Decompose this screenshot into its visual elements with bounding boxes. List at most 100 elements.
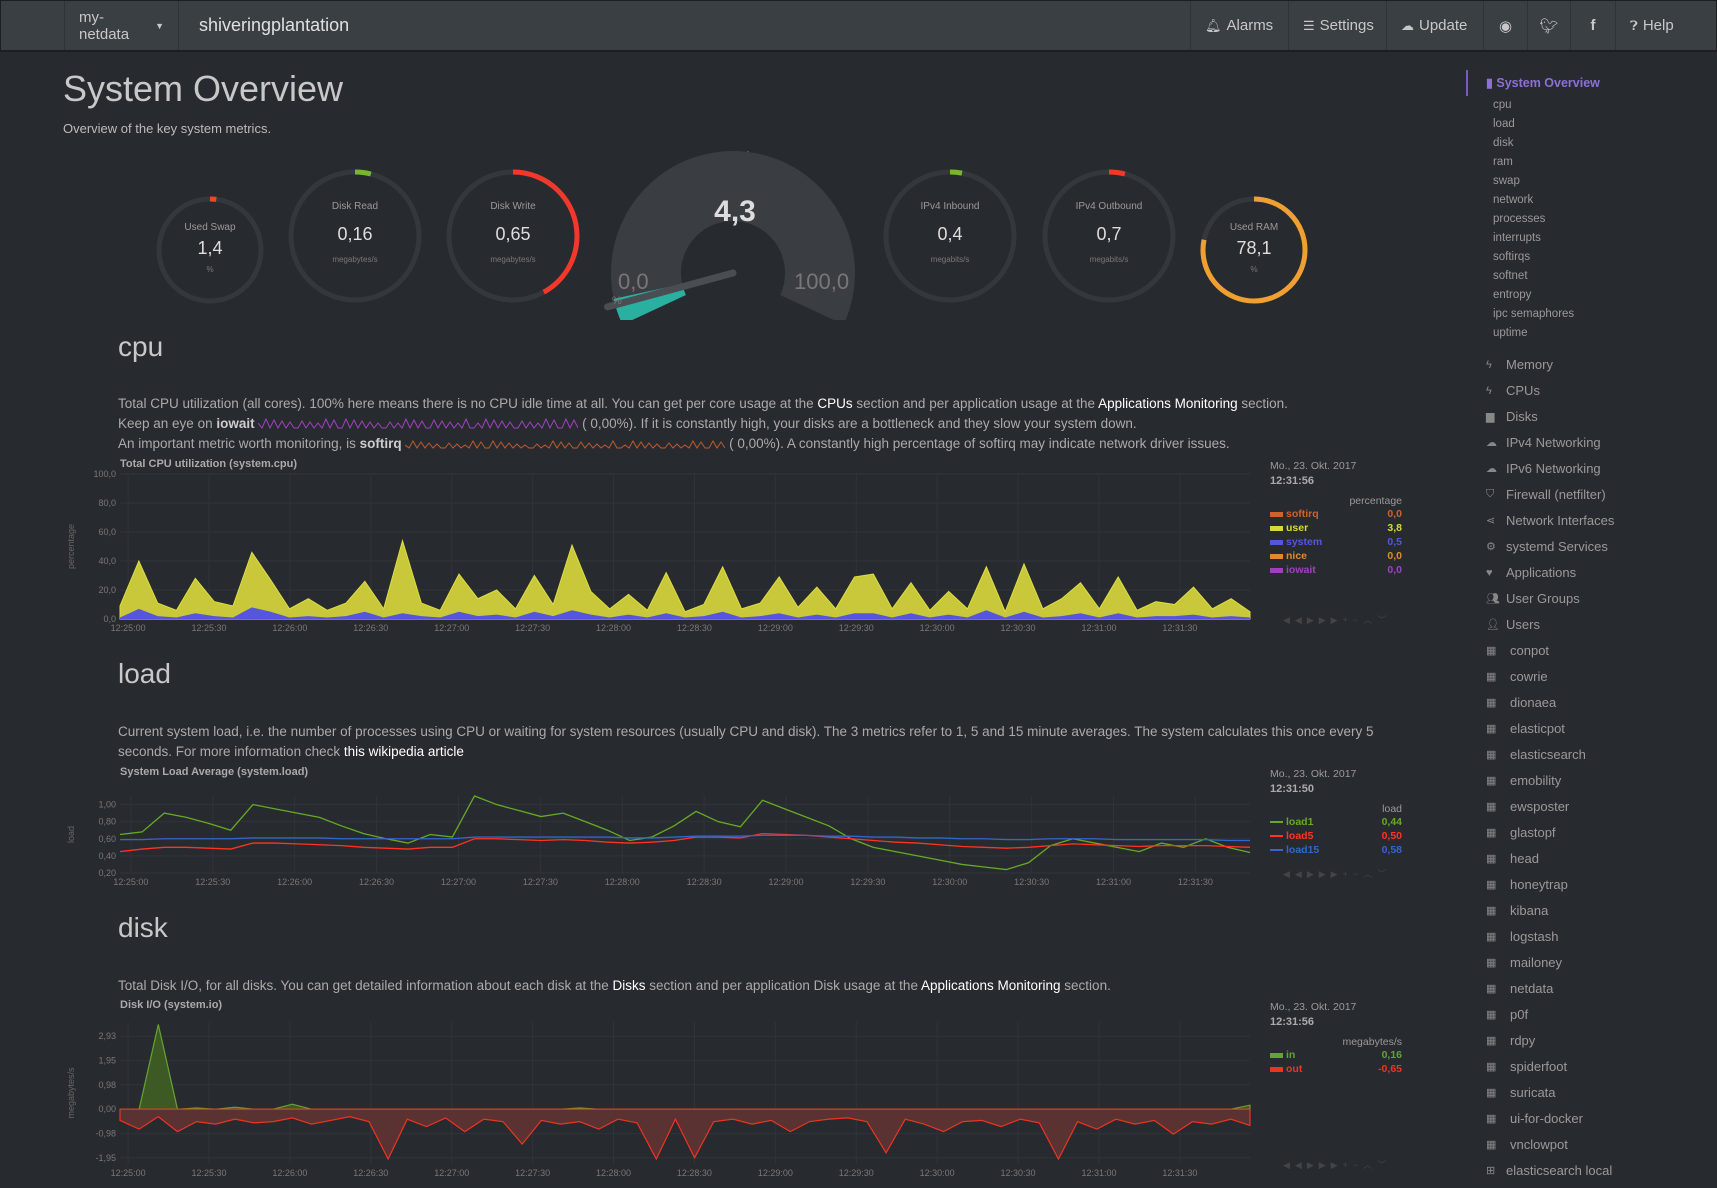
- legend-item-nice[interactable]: nice 0,0: [1270, 549, 1402, 563]
- x-tick-label: 12:27:30: [515, 623, 550, 633]
- legend-item-iowait[interactable]: iowait 0,0: [1270, 563, 1402, 577]
- sidebar-subitem-cpu[interactable]: cpu: [1493, 99, 1512, 111]
- sidebar-item-ewsposter[interactable]: ▦ ewsposter: [1486, 799, 1569, 814]
- alarms-button[interactable]: 🔔︎ Alarms: [1190, 1, 1288, 50]
- sidebar-subitem-ram[interactable]: ram: [1493, 156, 1513, 168]
- play-icon[interactable]: ▶: [1306, 1160, 1319, 1170]
- chart-0[interactable]: percentage 0,0 20,0 40,0 60,0 80,0 100,0 12:25:…: [0, 468, 1260, 643]
- legend-item-softirq[interactable]: softirq 0,0: [1270, 507, 1402, 521]
- sidebar-subitem-softirqs[interactable]: softirqs: [1493, 251, 1531, 263]
- sidebar-subitem-network[interactable]: network: [1493, 194, 1534, 206]
- sidebar-subitem-disk[interactable]: disk: [1493, 137, 1514, 149]
- sidebar-item-ipv6-networking[interactable]: ☁ IPv6 Networking: [1486, 461, 1601, 476]
- text: Keep an eye on: [118, 416, 217, 431]
- sidebar-item-spiderfoot[interactable]: ▦ spiderfoot: [1486, 1059, 1567, 1074]
- sidebar-item-ipv4-networking[interactable]: ☁ IPv4 Networking: [1486, 435, 1601, 450]
- sidebar-item-cpus[interactable]: ϟ CPUs: [1486, 383, 1540, 398]
- sidebar-item-memory[interactable]: ϟ Memory: [1486, 357, 1553, 372]
- legend-item-load5[interactable]: load5 0,50: [1270, 829, 1402, 843]
- sidebar-item-p0f[interactable]: ▦ p0f: [1486, 1007, 1528, 1022]
- zoom-in-icon[interactable]: +: [1342, 615, 1353, 625]
- update-button[interactable]: ☁ Update: [1386, 1, 1483, 50]
- sidebar-item-elasticpot[interactable]: ▦ elasticpot: [1486, 721, 1565, 736]
- sidebar-subitem-load[interactable]: load: [1493, 118, 1515, 130]
- sidebar-item-glastopf[interactable]: ▦ glastopf: [1486, 825, 1556, 840]
- sidebar-item-head[interactable]: ▦ head: [1486, 851, 1539, 866]
- sidebar-subitem-swap[interactable]: swap: [1493, 175, 1520, 187]
- legend-item-user[interactable]: user 3,8: [1270, 521, 1402, 535]
- x-tick-label: 12:29:00: [768, 877, 803, 887]
- hostname[interactable]: shiveringplantation: [178, 1, 363, 50]
- chart-controls[interactable]: ◀◀▶▶▶+−︿﹀: [1283, 1157, 1391, 1171]
- rewind-icon[interactable]: ◀◀: [1283, 1160, 1307, 1170]
- legend-item-load15[interactable]: load15 0,58: [1270, 843, 1402, 857]
- rewind-icon[interactable]: ◀◀: [1283, 615, 1307, 625]
- applications-monitoring-link[interactable]: Applications Monitoring: [920, 978, 1061, 993]
- facebook-button[interactable]: f: [1570, 1, 1615, 50]
- y-tick-label: 0,40: [98, 851, 116, 861]
- chart-controls[interactable]: ◀◀▶▶▶+−︿﹀: [1283, 866, 1391, 880]
- chart-controls[interactable]: ◀◀▶▶▶+−︿﹀: [1283, 612, 1391, 626]
- zoom-out-icon[interactable]: −: [1352, 615, 1364, 625]
- zoom-in-icon[interactable]: +: [1342, 1160, 1353, 1170]
- zoom-out-icon[interactable]: −: [1352, 1160, 1364, 1170]
- sidebar-subitem-softnet[interactable]: softnet: [1493, 270, 1528, 282]
- rewind-icon[interactable]: ◀◀: [1283, 869, 1307, 879]
- legend-item-out[interactable]: out -0,65: [1270, 1062, 1402, 1076]
- cpus-link[interactable]: CPUs: [817, 396, 853, 411]
- sidebar-item-conpot[interactable]: ▦ conpot: [1486, 643, 1549, 658]
- sidebar-subitem-uptime[interactable]: uptime: [1493, 327, 1528, 339]
- sidebar-item-user-groups[interactable]: 👥︎ User Groups: [1486, 591, 1580, 606]
- sidebar-item-suricata[interactable]: ▦ suricata: [1486, 1085, 1556, 1100]
- sidebar-item-network-interfaces[interactable]: ⋖ Network Interfaces: [1486, 513, 1614, 528]
- applications-monitoring-link[interactable]: Applications Monitoring: [1098, 396, 1238, 411]
- sidebar-subitem-entropy[interactable]: entropy: [1493, 289, 1532, 301]
- sidebar-item-elasticsearch[interactable]: ▦ elasticsearch: [1486, 747, 1586, 762]
- sidebar-item-kibana[interactable]: ▦ kibana: [1486, 903, 1548, 918]
- resize-icon[interactable]: ︿﹀: [1363, 615, 1392, 625]
- help-button[interactable]: ❓︎ Help: [1615, 1, 1716, 50]
- sidebar-item-emobility[interactable]: ▦ emobility: [1486, 773, 1561, 788]
- sidebar-item-users[interactable]: 👤︎ Users: [1486, 617, 1540, 632]
- chart-1[interactable]: load 0,20 0,40 0,60 0,80 1,00 12:25:00 12:25:30…: [0, 790, 1260, 897]
- sidebar-subitem-processes[interactable]: processes: [1493, 213, 1546, 225]
- sidebar-item-systemd-services[interactable]: ⚙ systemd Services: [1486, 539, 1608, 554]
- legend-item-in[interactable]: in 0,16: [1270, 1048, 1402, 1062]
- legend-item-load1[interactable]: load1 0,44: [1270, 815, 1402, 829]
- zoom-in-icon[interactable]: +: [1342, 869, 1353, 879]
- my-netdata-menu[interactable]: my-netdata ▼: [64, 1, 178, 50]
- sidebar-item-vnclowpot[interactable]: ▦ vnclowpot: [1486, 1137, 1568, 1152]
- cloud-download-icon: ☁: [1401, 17, 1414, 33]
- settings-button[interactable]: ☰ Settings: [1288, 1, 1386, 50]
- github-button[interactable]: ◉: [1483, 1, 1527, 50]
- chart-2[interactable]: megabytes/s -1,95 -0,98 0,00 0,98 1,95 2,93 12:…: [0, 1016, 1260, 1188]
- text: ( 0,00%). A constantly high percentage o…: [729, 436, 1230, 451]
- sidebar-item-elasticsearch-local[interactable]: ⊞ elasticsearch local: [1486, 1163, 1612, 1178]
- play-icon[interactable]: ▶: [1306, 869, 1319, 879]
- sidebar-item-firewall-netfilter-[interactable]: ⛉ Firewall (netfilter): [1486, 487, 1606, 502]
- resize-icon[interactable]: ︿﹀: [1363, 869, 1392, 879]
- sidebar-item-mailoney[interactable]: ▦ mailoney: [1486, 955, 1562, 970]
- wikipedia-link[interactable]: this wikipedia article: [343, 744, 464, 759]
- forward-icon[interactable]: ▶▶: [1318, 869, 1343, 879]
- legend-item-system[interactable]: system 0,5: [1270, 535, 1402, 549]
- disks-link[interactable]: Disks: [612, 978, 646, 993]
- sidebar-item-rdpy[interactable]: ▦ rdpy: [1486, 1033, 1535, 1048]
- sidebar-item-ui-for-docker[interactable]: ▦ ui-for-docker: [1486, 1111, 1583, 1126]
- sidebar-item-logstash[interactable]: ▦ logstash: [1486, 929, 1558, 944]
- resize-icon[interactable]: ︿﹀: [1363, 1160, 1392, 1170]
- sidebar-item-system-overview[interactable]: ▮ System Overview: [1486, 75, 1600, 90]
- sidebar-subitem-interrupts[interactable]: interrupts: [1493, 232, 1541, 244]
- forward-icon[interactable]: ▶▶: [1318, 1160, 1343, 1170]
- sidebar-item-honeytrap[interactable]: ▦ honeytrap: [1486, 877, 1568, 892]
- zoom-out-icon[interactable]: −: [1352, 869, 1364, 879]
- forward-icon[interactable]: ▶▶: [1318, 615, 1343, 625]
- sidebar-item-disks[interactable]: ▆ Disks: [1486, 409, 1538, 424]
- play-icon[interactable]: ▶: [1306, 615, 1319, 625]
- sidebar-item-dionaea[interactable]: ▦ dionaea: [1486, 695, 1556, 710]
- sidebar-item-applications[interactable]: ♥ Applications: [1486, 565, 1576, 580]
- twitter-button[interactable]: 🐦︎: [1527, 1, 1570, 50]
- sidebar-item-netdata[interactable]: ▦ netdata: [1486, 981, 1553, 996]
- sidebar-subitem-ipc-semaphores[interactable]: ipc semaphores: [1493, 308, 1575, 320]
- sidebar-item-cowrie[interactable]: ▦ cowrie: [1486, 669, 1548, 684]
